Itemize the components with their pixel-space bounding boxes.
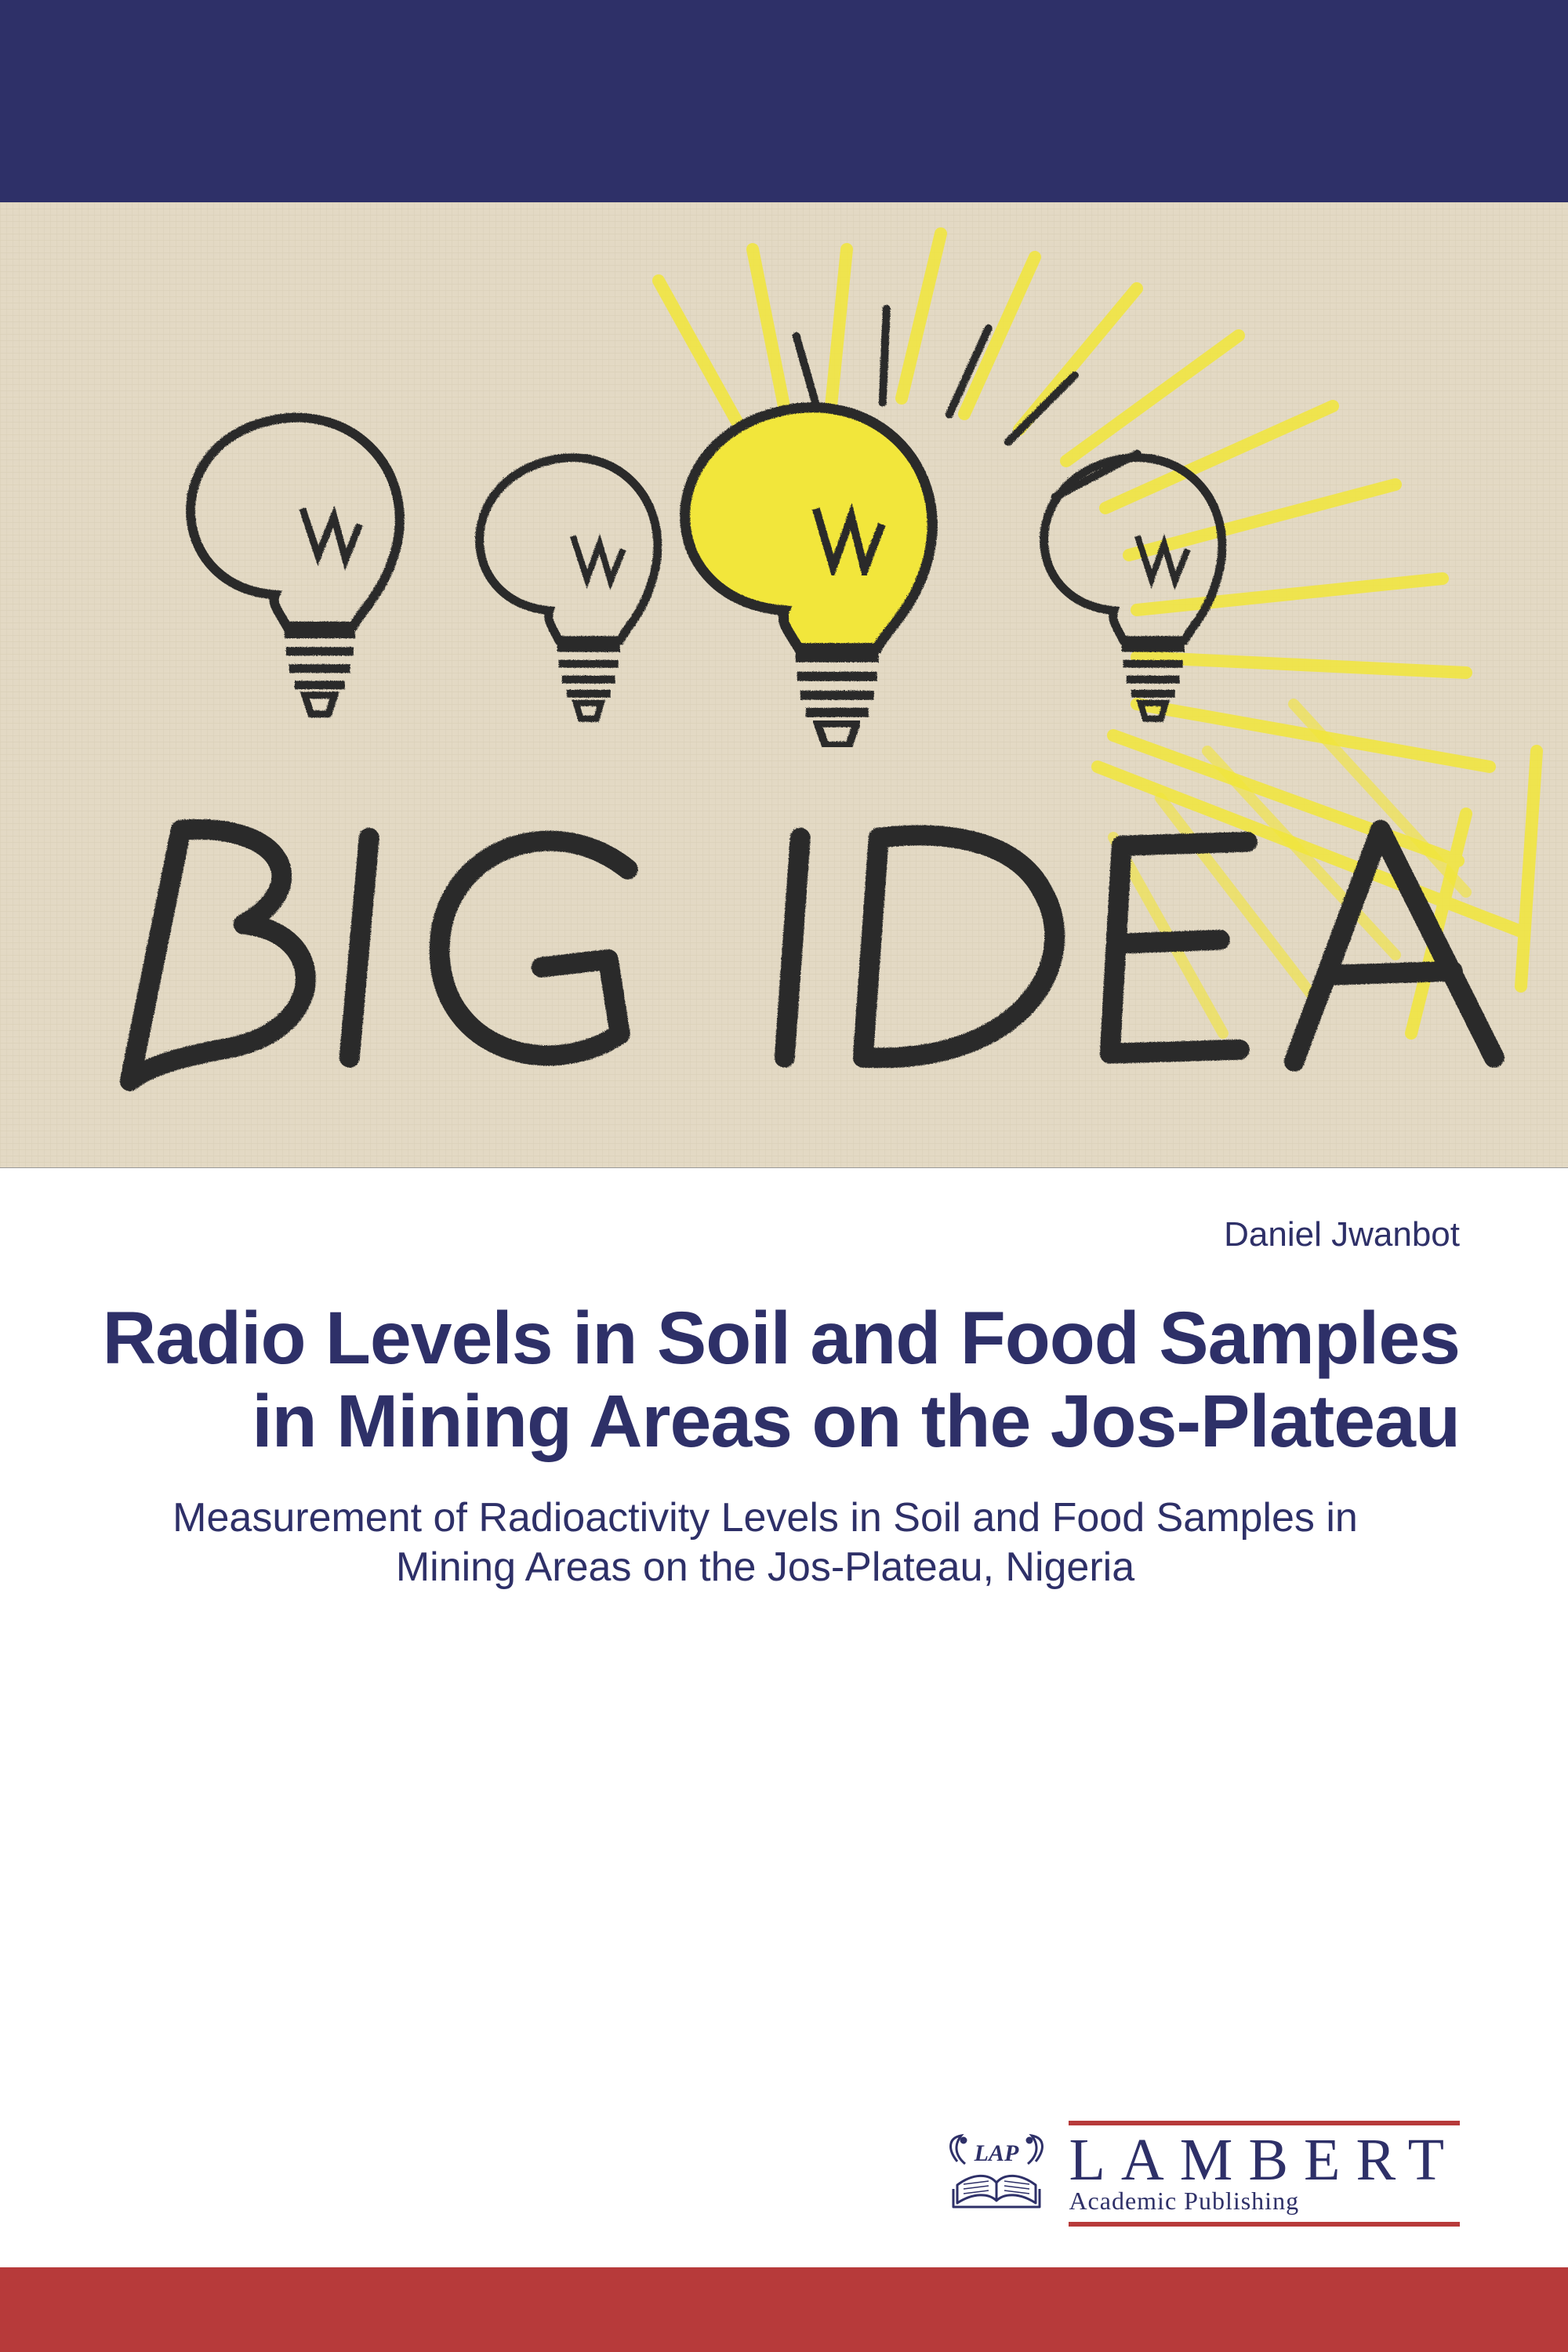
- top-bar: [0, 0, 1568, 202]
- big-idea-illustration: [0, 202, 1568, 1168]
- lap-badge-text: LAP: [974, 2140, 1019, 2166]
- publisher-name: LAMBERT: [1069, 2132, 1460, 2188]
- author-name: Daniel Jwanbot: [71, 1215, 1460, 1254]
- lap-book-icon: LAP: [942, 2126, 1051, 2220]
- publisher-text: LAMBERT Academic Publishing: [1069, 2121, 1460, 2227]
- publisher-logo: LAP LAMBERT Academic Publishing: [942, 2121, 1460, 2227]
- bottom-bar: [0, 2267, 1568, 2352]
- content-block: Daniel Jwanbot Radio Levels in Soil and …: [0, 1168, 1568, 1593]
- book-title: Radio Levels in Soil and Food Samples in…: [71, 1297, 1460, 1464]
- book-subtitle: Measurement of Radioactivity Levels in S…: [71, 1494, 1460, 1593]
- hero-illustration: [0, 202, 1568, 1168]
